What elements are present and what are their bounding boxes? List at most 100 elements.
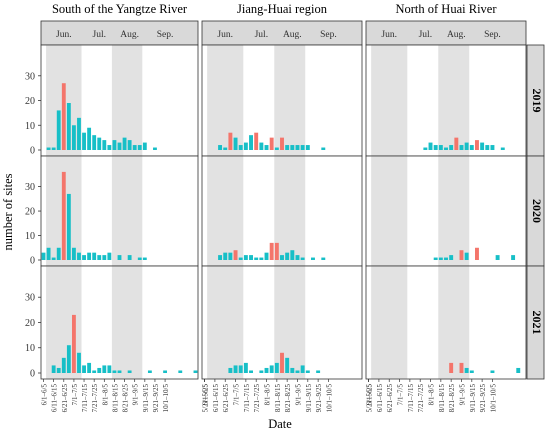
bar: [137, 257, 142, 260]
bar: [223, 252, 228, 260]
region-strip: [365, 20, 527, 46]
bar: [92, 370, 97, 373]
bar: [264, 252, 269, 260]
month-label: Sep.: [157, 30, 174, 40]
bar: [264, 367, 269, 373]
bar: [243, 362, 248, 373]
bar: [274, 362, 279, 373]
bar: [249, 135, 253, 150]
y-tick-label: 10: [25, 121, 35, 132]
bar: [243, 255, 248, 260]
y-tick-label: 20: [25, 207, 35, 218]
bar: [300, 145, 305, 150]
bar: [71, 125, 76, 150]
x-tick-label: 6/11–6/15: [212, 384, 220, 413]
bar: [490, 145, 495, 150]
x-tick-label: 5/21–5/25: [202, 384, 210, 413]
bar: [56, 367, 61, 373]
bar: [193, 370, 198, 373]
x-tick-label: 5/21–5/25: [366, 384, 374, 413]
month-label: Jul.: [255, 30, 268, 40]
month-shade: [438, 156, 470, 266]
bar: [238, 257, 243, 260]
x-tick-label: 7/11–7/15: [407, 384, 415, 413]
month-shade: [438, 266, 470, 379]
month-shade: [274, 45, 306, 156]
bar: [142, 257, 147, 260]
bar: [92, 135, 97, 150]
peak-bar: [475, 140, 479, 150]
y-tick-label: 0: [30, 256, 35, 267]
bar: [269, 365, 274, 373]
bar: [290, 250, 295, 260]
region-strip: [40, 20, 199, 46]
bar: [464, 252, 469, 260]
x-tick-label: 8/11–8/15: [274, 384, 282, 413]
bar: [82, 132, 86, 150]
x-tick-label: 6/1–6/5: [202, 384, 210, 406]
bar: [127, 370, 132, 373]
bar: [92, 252, 97, 260]
month-label: Aug.: [120, 30, 139, 40]
bar: [233, 365, 238, 373]
region-title: South of the Yangtze River: [52, 2, 188, 16]
bar: [147, 370, 152, 373]
bar: [259, 257, 264, 260]
bar: [51, 365, 56, 373]
bar: [56, 110, 61, 150]
bar: [102, 365, 107, 373]
bar: [122, 137, 127, 150]
month-label: Sep.: [320, 30, 337, 40]
month-shade: [371, 45, 408, 156]
x-tick-label: 8/1–8/5: [101, 384, 109, 406]
bar: [311, 257, 315, 260]
bar: [51, 257, 56, 260]
bar: [464, 367, 469, 373]
peak-bar: [233, 250, 238, 260]
x-tick-label: 9/11–9/15: [142, 384, 150, 413]
bar: [305, 145, 310, 150]
bar: [444, 147, 448, 150]
bar: [82, 365, 86, 373]
bar: [449, 145, 454, 150]
bar: [66, 103, 71, 150]
bar: [178, 370, 183, 373]
x-tick-label: 7/21–7/25: [253, 384, 261, 413]
x-tick-label: 9/21–9/25: [152, 384, 160, 413]
y-tick-label: 10: [25, 343, 35, 354]
x-tick-label: 6/11–6/15: [51, 384, 59, 413]
bar: [97, 255, 102, 260]
bar: [259, 142, 264, 150]
bar: [264, 145, 269, 150]
bar: [153, 147, 157, 150]
bar: [77, 352, 81, 373]
peak-bar: [475, 247, 479, 260]
x-tick-label: 8/1–8/5: [264, 384, 272, 406]
bar: [163, 370, 168, 373]
peak-bar: [61, 83, 66, 150]
bar: [464, 142, 469, 150]
y-tick-label: 30: [25, 71, 35, 82]
bar: [449, 255, 454, 260]
bar: [238, 365, 243, 373]
bar: [495, 255, 500, 260]
x-tick-label: 9/1–9/5: [132, 384, 140, 406]
bar: [87, 362, 92, 373]
y-tick-label: 30: [25, 182, 35, 193]
bar: [444, 257, 448, 260]
x-tick-label: 8/1–8/5: [428, 384, 436, 406]
x-tick-label: 10/1–10/5: [489, 384, 497, 413]
bar: [102, 255, 107, 260]
x-tick-label: 7/1–7/5: [71, 384, 79, 406]
bar: [285, 145, 290, 150]
x-tick-label: 6/21–6/25: [386, 384, 394, 413]
bar: [316, 370, 321, 373]
x-tick-label: 8/11–8/15: [111, 384, 119, 413]
bar: [433, 145, 438, 150]
month-shade: [111, 45, 143, 156]
peak-bar: [459, 250, 464, 260]
peak-bar: [459, 362, 464, 373]
month-shade: [274, 156, 306, 266]
bar: [66, 345, 71, 373]
